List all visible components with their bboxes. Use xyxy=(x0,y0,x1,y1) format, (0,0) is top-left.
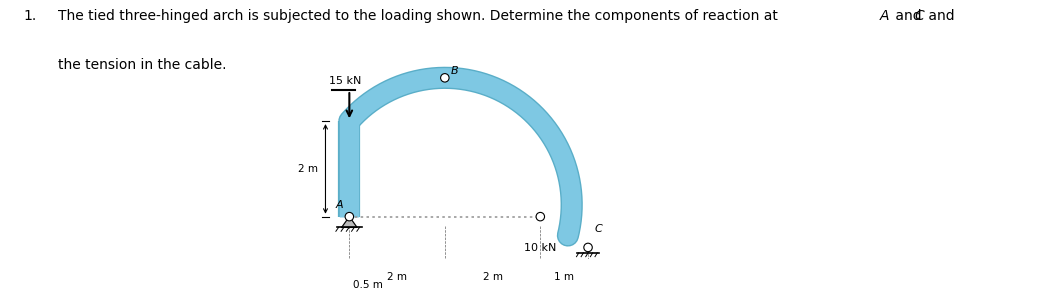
Text: and: and xyxy=(891,9,925,23)
Text: 10 kN: 10 kN xyxy=(524,243,557,253)
Text: B: B xyxy=(450,65,457,76)
Circle shape xyxy=(536,212,544,221)
Text: the tension in the cable.: the tension in the cable. xyxy=(58,58,227,72)
Text: 2 m: 2 m xyxy=(483,272,502,282)
Polygon shape xyxy=(342,217,357,228)
Text: A: A xyxy=(880,9,890,23)
Circle shape xyxy=(441,74,449,82)
Text: 0.5 m: 0.5 m xyxy=(354,280,383,290)
Text: 1 m: 1 m xyxy=(554,272,574,282)
Text: 1.: 1. xyxy=(23,9,37,23)
Circle shape xyxy=(584,243,593,252)
Text: 15 kN: 15 kN xyxy=(329,76,362,86)
Text: 2 m: 2 m xyxy=(298,164,318,174)
Circle shape xyxy=(345,212,354,221)
Text: A: A xyxy=(336,200,343,210)
Text: The tied three-hinged arch is subjected to the loading shown. Determine the comp: The tied three-hinged arch is subjected … xyxy=(58,9,782,23)
Text: C: C xyxy=(594,223,602,234)
Text: and: and xyxy=(924,9,955,23)
Text: 2 m: 2 m xyxy=(387,272,407,282)
Text: C: C xyxy=(915,9,924,23)
